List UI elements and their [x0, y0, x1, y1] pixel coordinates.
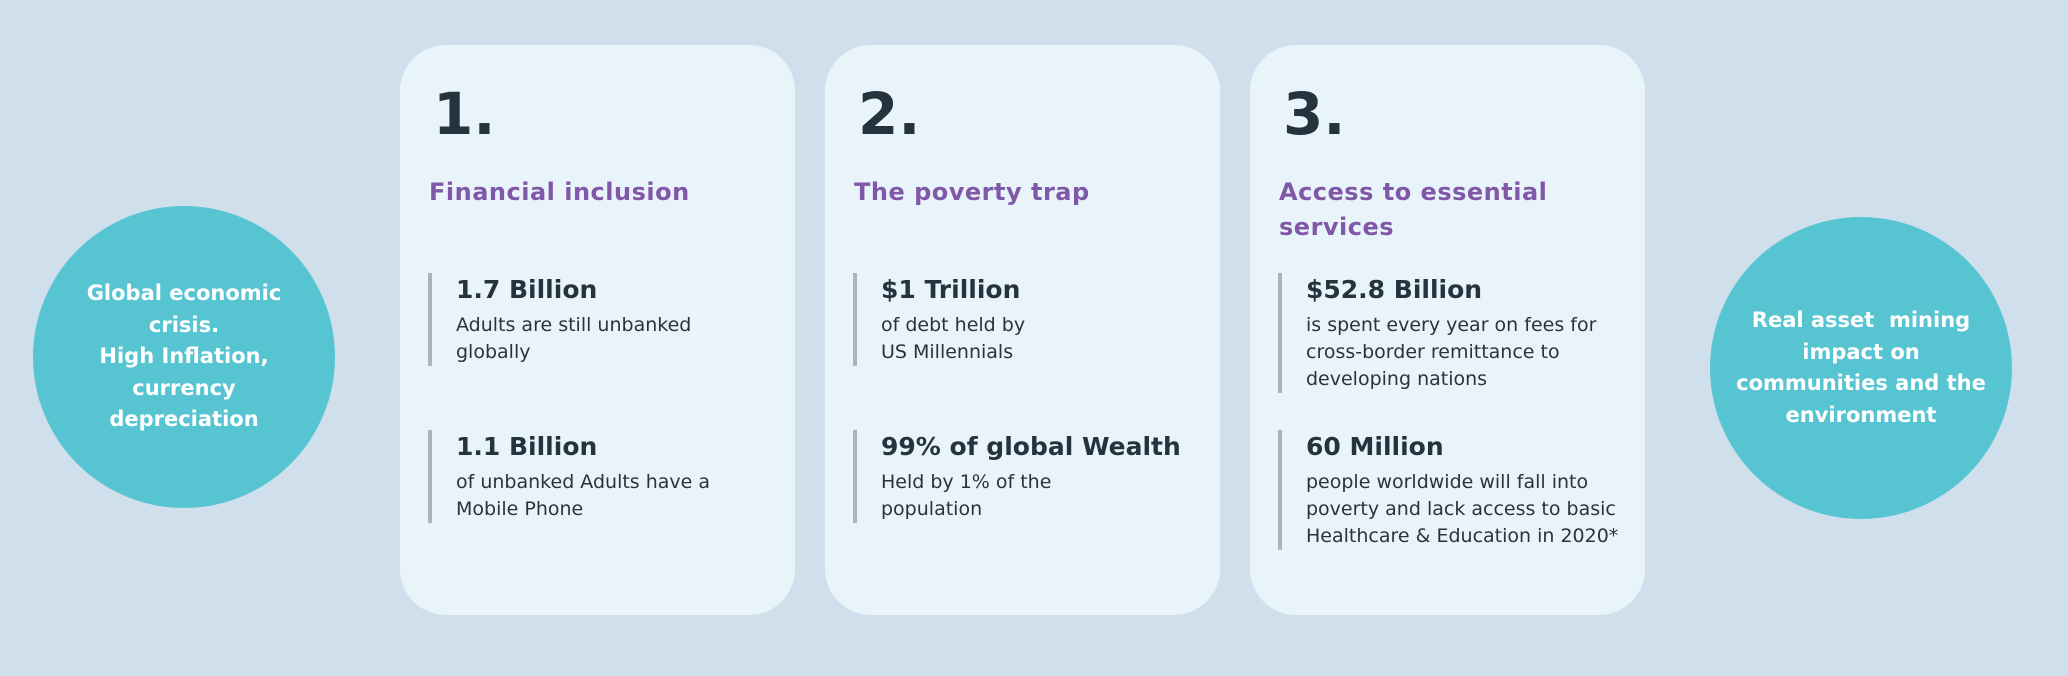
right-bubble: Real asset mining impact on communities …: [1710, 217, 2012, 519]
card-title: The poverty trap: [854, 178, 1090, 206]
stat-description: of unbanked Adults have a Mobile Phone: [456, 471, 711, 520]
stat-value: 60 Million: [1306, 432, 1444, 461]
left-bubble: Global economic crisis. High Inflation, …: [33, 206, 335, 508]
stat-value: 1.7 Billion: [456, 275, 598, 304]
card-title: Access to essential services: [1279, 178, 1548, 241]
left-bubble-text: Global economic crisis. High Inflation, …: [86, 281, 282, 432]
stat-description: Held by 1% of the population: [881, 471, 1052, 520]
stat-description: of debt held by US Millennials: [881, 314, 1026, 363]
stat-value: $1 Trillion: [881, 275, 1021, 304]
card-access-essential-services: 3. Access to essential services $52.8 Bi…: [1250, 45, 1645, 615]
stat-value: 1.1 Billion: [456, 432, 598, 461]
stat-block: 1.1 Billion of unbanked Adults have a Mo…: [428, 430, 789, 523]
stat-block: $1 Trillion of debt held by US Millennia…: [853, 273, 1214, 366]
stat-block: 1.7 Billion Adults are still unbanked gl…: [428, 273, 789, 366]
card-poverty-trap: 2. The poverty trap $1 Trillion of debt …: [825, 45, 1220, 615]
card-number: 1.: [433, 80, 496, 148]
stat-block: $52.8 Billion is spent every year on fee…: [1278, 273, 1639, 393]
stat-block: 60 Million people worldwide will fall in…: [1278, 430, 1639, 550]
card-title: Financial inclusion: [429, 178, 690, 206]
card-number: 3.: [1283, 80, 1346, 148]
stat-block: 99% of global Wealth Held by 1% of the p…: [853, 430, 1214, 523]
stat-description: people worldwide will fall into poverty …: [1306, 471, 1619, 547]
stat-value: $52.8 Billion: [1306, 275, 1483, 304]
stat-description: is spent every year on fees for cross-bo…: [1306, 314, 1597, 390]
stat-description: Adults are still unbanked globally: [456, 314, 692, 363]
stat-value: 99% of global Wealth: [881, 432, 1181, 461]
card-financial-inclusion: 1. Financial inclusion 1.7 Billion Adult…: [400, 45, 795, 615]
right-bubble-text: Real asset mining impact on communities …: [1736, 308, 1986, 427]
card-number: 2.: [858, 80, 921, 148]
